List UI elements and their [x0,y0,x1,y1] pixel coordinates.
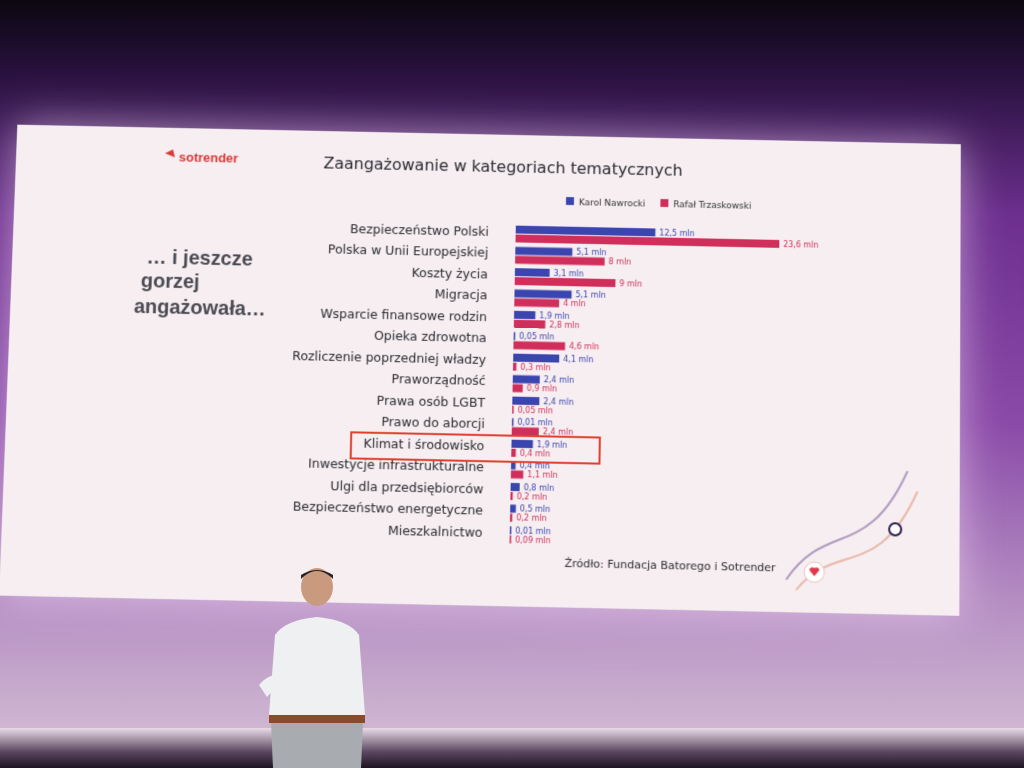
bar-trzaskowski [512,406,514,414]
slide-canvas: sotrender Zaangażowanie w kategoriach te… [0,125,961,616]
bar-nawrocki [513,375,540,384]
bar-nawrocki [513,354,559,363]
side-caption-line-3: angażowała… [134,296,266,321]
bar-nawrocki [512,397,539,406]
data-label: 0,9 mln [527,384,557,394]
data-label: 1,1 mln [527,471,558,481]
legend-swatch-nawrocki [566,197,574,205]
category-label: Prawo do aborcji [381,414,485,431]
legend-label-trzaskowski: Rafał Trzaskowski [673,200,751,212]
bar-trzaskowski [510,535,512,543]
category-label: Bezpieczeństwo energetyczne [293,499,484,518]
bar-trzaskowski [510,514,512,522]
data-label: 0,2 mln [517,492,548,502]
speaker-trousers [271,723,363,768]
data-label: 4,6 mln [569,342,599,352]
side-caption: … i jeszcze gorzej angażowała… [134,246,268,320]
bar-nawrocki [515,268,550,277]
data-label: 0,05 mln [518,406,554,416]
category-label: Polska w Unii Europejskiej [328,242,489,260]
bar-trzaskowski [511,449,516,457]
category-label: Bezpieczeństwo Polski [350,221,489,239]
speaker-figure [245,565,385,768]
category-label: Migracja [435,287,488,303]
speaker-belt [269,715,365,723]
category-label: Rozliczenie poprzedniej władzy [292,348,486,367]
data-label: 0,01 mln [517,418,553,428]
data-label: 1,9 mln [539,311,569,321]
logo-text: sotrender [179,150,239,166]
bar-trzaskowski [512,427,539,436]
logo-mark-icon [165,149,175,157]
category-label: Praworządność [391,372,486,389]
bar-trzaskowski [513,384,523,392]
data-label: 0,3 mln [520,363,550,373]
source-note: Źródło: Fundacja Batorego i Sotrender [564,557,776,575]
bar-trzaskowski [513,363,517,371]
side-caption-line-2: gorzej [140,270,199,293]
category-label: Opieka zdrowotna [374,328,487,345]
legend-swatch-trzaskowski [660,199,668,207]
legend-label-nawrocki: Karol Nawrocki [579,198,646,209]
category-label: Mieszkalnictwo [388,523,483,540]
bar-nawrocki [514,289,571,298]
side-caption-line-1: … i jeszcze [146,247,253,271]
bar-trzaskowski [514,298,559,307]
data-label: 23,6 mln [783,240,818,250]
bar-trzaskowski [515,277,616,287]
bar-nawrocki [514,311,535,319]
speaker-shirt [269,617,365,715]
data-label: 2,8 mln [549,320,579,330]
chart-title: Zaangażowanie w kategoriach tematycznych [323,154,682,180]
data-label: 0,4 mln [520,449,551,459]
data-label: 0,05 mln [519,332,554,342]
decor-dot [889,523,901,535]
bar-nawrocki [510,505,516,513]
data-label: 5,1 mln [576,248,606,258]
bar-trzaskowski [510,492,512,500]
category-label: Klimat i środowisko [363,436,484,454]
category-label: Prawa osób LGBT [377,393,486,410]
bar-nawrocki [516,226,656,237]
data-label: 0,09 mln [515,535,551,545]
bar-trzaskowski [511,470,524,478]
projection-screen: sotrender Zaangażowanie w kategoriach te… [0,125,961,616]
data-label: 0,2 mln [516,514,547,524]
bar-nawrocki [510,526,512,534]
bar-nawrocki [512,418,514,426]
bar-nawrocki [514,332,516,340]
data-label: 8 mln [609,258,632,267]
bar-trzaskowski [514,320,546,329]
bar-nawrocki [515,247,572,256]
sotrender-logo: sotrender [165,149,239,165]
data-label: 4,1 mln [563,355,593,365]
legend: Karol Nawrocki Rafał Trzaskowski [566,197,751,212]
bar-trzaskowski [513,341,565,350]
data-label: 9 mln [619,279,642,288]
stage-floor [0,728,1024,768]
bar-nawrocki [511,483,520,491]
bar-trzaskowski [516,234,780,247]
category-label: Ulgi dla przedsiębiorców [330,478,483,496]
category-label: Wsparcie finansowe rodzin [320,306,487,324]
data-label: 12,5 mln [659,229,694,239]
bars-group: Bezpieczeństwo Polski 12,5 mln 23,6 mln Pol… [287,220,818,551]
bar-nawrocki [511,440,533,448]
decorative-corner [786,469,918,593]
data-label: 4 mln [563,299,586,308]
category-label: Koszty życia [412,265,488,282]
data-label: 3,1 mln [553,269,583,279]
